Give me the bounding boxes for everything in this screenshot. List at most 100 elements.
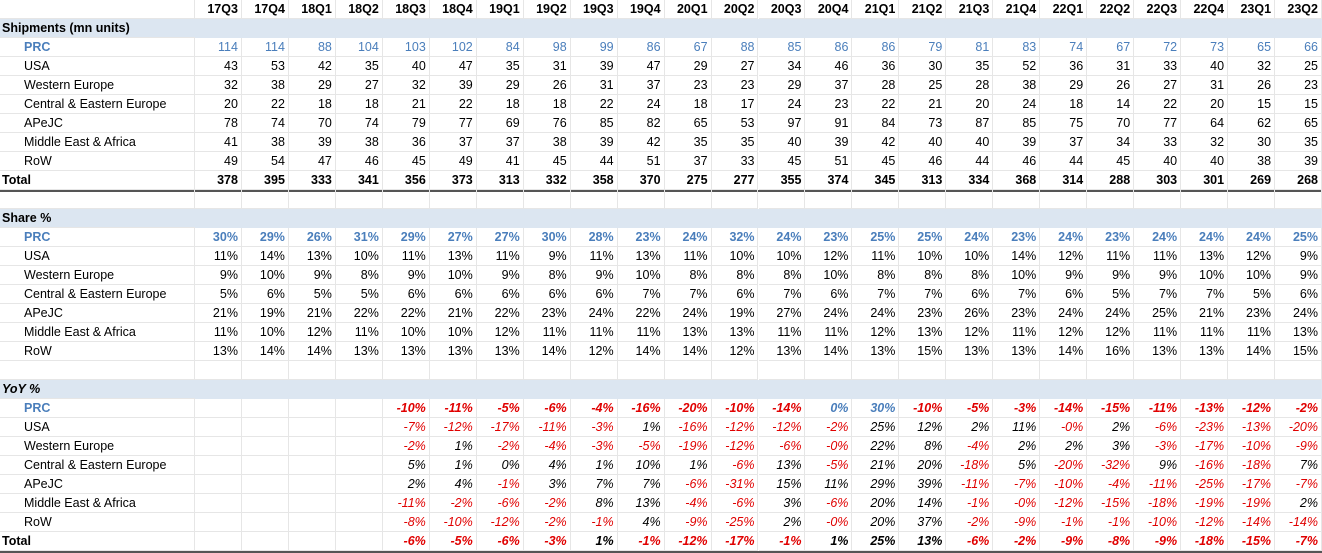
row-label[interactable]: Middle East & Africa bbox=[0, 494, 195, 513]
data-cell[interactable]: 43 bbox=[195, 57, 242, 76]
data-cell[interactable]: 29 bbox=[1040, 76, 1088, 95]
data-cell[interactable]: -18% bbox=[946, 456, 994, 475]
empty-cell[interactable] bbox=[476, 361, 524, 380]
empty-cell[interactable] bbox=[758, 361, 806, 380]
data-cell[interactable]: 47 bbox=[617, 57, 665, 76]
data-cell[interactable]: 42 bbox=[617, 133, 665, 152]
data-cell[interactable] bbox=[195, 532, 242, 551]
data-cell[interactable]: 22% bbox=[382, 304, 430, 323]
data-cell[interactable]: 2% bbox=[1087, 418, 1135, 437]
data-cell[interactable]: -10% bbox=[711, 399, 759, 418]
data-cell[interactable]: 86 bbox=[852, 38, 900, 57]
data-cell[interactable]: 62 bbox=[1228, 114, 1276, 133]
data-cell[interactable]: 46 bbox=[335, 152, 383, 171]
data-cell[interactable]: 15 bbox=[1275, 95, 1322, 114]
data-cell[interactable]: 13% bbox=[1181, 342, 1229, 361]
empty-cell[interactable] bbox=[570, 361, 618, 380]
data-cell[interactable]: 11% bbox=[852, 247, 900, 266]
data-cell[interactable]: -0% bbox=[1040, 418, 1088, 437]
data-cell[interactable]: 29 bbox=[476, 76, 524, 95]
empty-cell[interactable] bbox=[1228, 190, 1276, 209]
data-cell[interactable]: -5% bbox=[946, 399, 994, 418]
data-cell[interactable]: -17% bbox=[711, 532, 759, 551]
empty-cell[interactable] bbox=[1134, 361, 1182, 380]
data-cell[interactable]: 64 bbox=[1181, 114, 1229, 133]
data-cell[interactable]: 4% bbox=[523, 456, 571, 475]
data-cell[interactable]: 8% bbox=[335, 266, 383, 285]
data-cell[interactable]: -20% bbox=[1275, 418, 1322, 437]
data-cell[interactable]: 10% bbox=[429, 266, 477, 285]
data-cell[interactable]: 10% bbox=[711, 247, 759, 266]
column-header-17Q4[interactable]: 17Q4 bbox=[241, 0, 289, 19]
data-cell[interactable]: 24% bbox=[1181, 228, 1229, 247]
data-cell[interactable]: 24% bbox=[664, 304, 712, 323]
data-cell[interactable]: 37 bbox=[617, 76, 665, 95]
data-cell[interactable]: 378 bbox=[195, 171, 242, 190]
data-cell[interactable]: -18% bbox=[1134, 494, 1182, 513]
data-cell[interactable]: 8% bbox=[570, 494, 618, 513]
empty-cell[interactable] bbox=[664, 361, 712, 380]
data-cell[interactable]: 10% bbox=[241, 323, 289, 342]
data-cell[interactable]: 31% bbox=[335, 228, 383, 247]
data-cell[interactable]: -16% bbox=[1181, 456, 1229, 475]
data-cell[interactable]: 39 bbox=[805, 133, 853, 152]
data-cell[interactable]: -1% bbox=[1087, 513, 1135, 532]
data-cell[interactable] bbox=[195, 399, 242, 418]
data-cell[interactable]: 13% bbox=[993, 342, 1041, 361]
data-cell[interactable]: 74 bbox=[1040, 38, 1088, 57]
data-cell[interactable]: -1% bbox=[476, 475, 524, 494]
data-cell[interactable] bbox=[241, 437, 289, 456]
data-cell[interactable] bbox=[288, 494, 336, 513]
data-cell[interactable]: 374 bbox=[805, 171, 853, 190]
data-cell[interactable]: -2% bbox=[429, 494, 477, 513]
row-label[interactable]: RoW bbox=[0, 513, 195, 532]
data-cell[interactable]: 10% bbox=[946, 247, 994, 266]
data-cell[interactable]: 7% bbox=[617, 475, 665, 494]
data-cell[interactable]: 6% bbox=[523, 285, 571, 304]
data-cell[interactable]: 27 bbox=[335, 76, 383, 95]
empty-cell[interactable] bbox=[288, 361, 336, 380]
data-cell[interactable]: -13% bbox=[1181, 399, 1229, 418]
data-cell[interactable]: -12% bbox=[1228, 399, 1276, 418]
data-cell[interactable]: 40 bbox=[758, 133, 806, 152]
data-cell[interactable]: 25% bbox=[852, 228, 900, 247]
data-cell[interactable]: 17 bbox=[711, 95, 759, 114]
data-cell[interactable]: 9% bbox=[1040, 266, 1088, 285]
data-cell[interactable]: 10% bbox=[617, 456, 665, 475]
data-cell[interactable]: 14% bbox=[617, 342, 665, 361]
data-cell[interactable]: 6% bbox=[429, 285, 477, 304]
empty-cell[interactable] bbox=[0, 361, 195, 380]
data-cell[interactable]: 25 bbox=[899, 76, 947, 95]
data-cell[interactable]: 18 bbox=[335, 95, 383, 114]
data-cell[interactable]: 13% bbox=[946, 342, 994, 361]
row-label[interactable]: RoW bbox=[0, 152, 195, 171]
data-cell[interactable]: -6% bbox=[805, 494, 853, 513]
data-cell[interactable]: -4% bbox=[523, 437, 571, 456]
data-cell[interactable]: 30% bbox=[523, 228, 571, 247]
data-cell[interactable]: 1% bbox=[570, 456, 618, 475]
column-header-18Q2[interactable]: 18Q2 bbox=[335, 0, 383, 19]
data-cell[interactable]: 114 bbox=[241, 38, 289, 57]
data-cell[interactable]: -17% bbox=[1228, 475, 1276, 494]
data-cell[interactable]: 33 bbox=[1134, 57, 1182, 76]
data-cell[interactable]: 3% bbox=[1087, 437, 1135, 456]
data-cell[interactable]: 15% bbox=[899, 342, 947, 361]
empty-cell[interactable] bbox=[1181, 190, 1229, 209]
data-cell[interactable]: 373 bbox=[429, 171, 477, 190]
data-cell[interactable]: 11% bbox=[993, 323, 1041, 342]
data-cell[interactable]: 1% bbox=[617, 418, 665, 437]
data-cell[interactable]: 13% bbox=[899, 323, 947, 342]
data-cell[interactable] bbox=[335, 456, 383, 475]
data-cell[interactable]: 25% bbox=[899, 228, 947, 247]
data-cell[interactable]: 3% bbox=[523, 475, 571, 494]
data-cell[interactable]: 313 bbox=[476, 171, 524, 190]
data-cell[interactable]: -15% bbox=[1087, 399, 1135, 418]
column-header-21Q4[interactable]: 21Q4 bbox=[993, 0, 1041, 19]
section-title[interactable]: Shipments (mn units) bbox=[0, 19, 195, 38]
data-cell[interactable]: -6% bbox=[523, 399, 571, 418]
data-cell[interactable] bbox=[241, 532, 289, 551]
data-cell[interactable]: 11% bbox=[993, 418, 1041, 437]
data-cell[interactable] bbox=[335, 437, 383, 456]
empty-cell[interactable] bbox=[429, 361, 477, 380]
data-cell[interactable] bbox=[195, 494, 242, 513]
